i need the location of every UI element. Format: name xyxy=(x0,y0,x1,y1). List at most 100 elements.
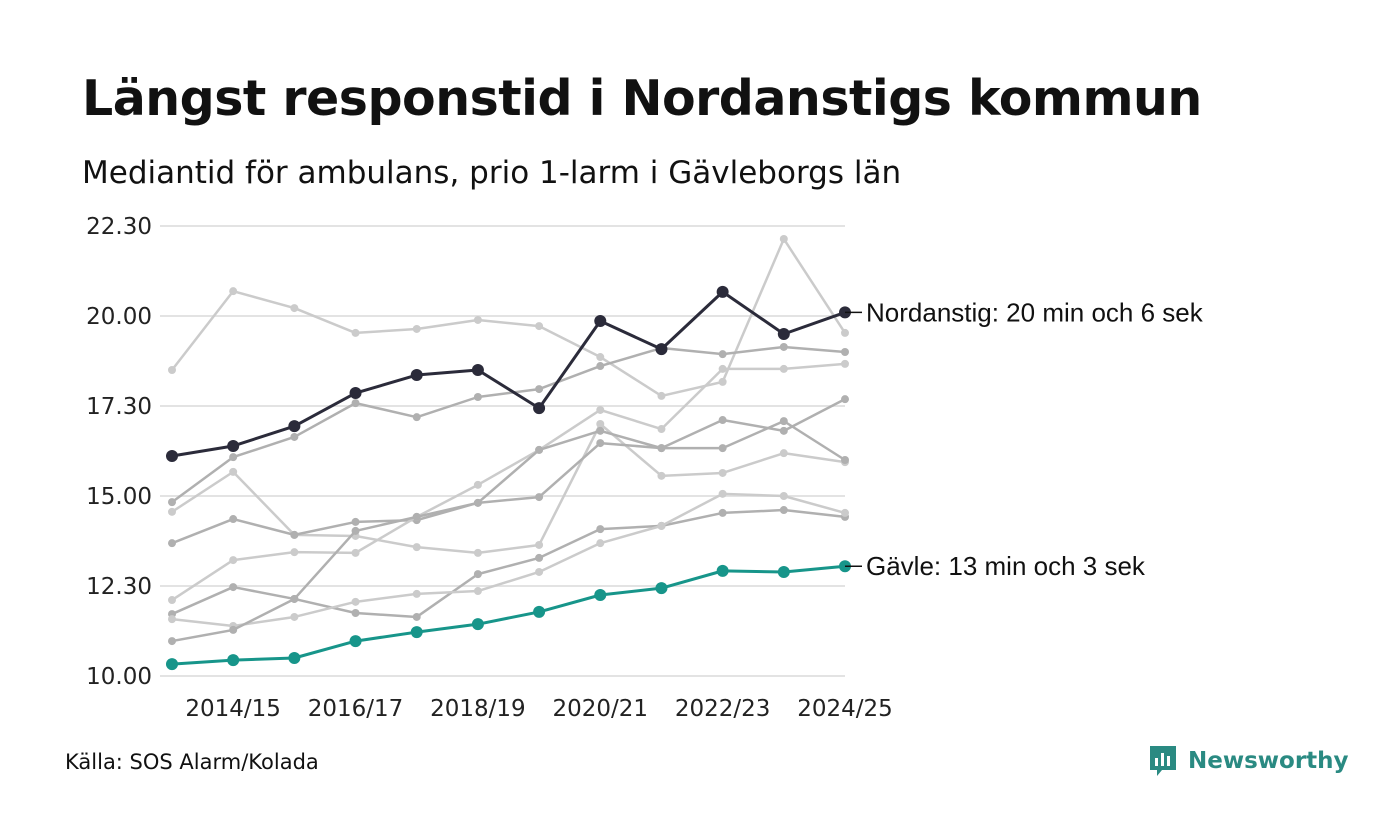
data-point xyxy=(841,328,849,337)
data-point xyxy=(596,426,605,435)
series-nordanstig xyxy=(166,285,851,463)
x-tick-label: 2018/19 xyxy=(430,696,526,722)
y-tick-label: 12.30 xyxy=(86,574,152,600)
data-point xyxy=(473,587,482,596)
y-axis-ticks: 10.00 12.30 15.00 17.30 20.00 22.30 xyxy=(86,214,152,690)
data-point xyxy=(841,456,849,464)
data-point xyxy=(351,517,360,526)
series-line xyxy=(171,398,846,643)
data-point xyxy=(657,471,666,480)
data-point xyxy=(288,652,301,664)
data-point xyxy=(227,654,240,667)
data-point xyxy=(718,364,727,373)
data-point xyxy=(596,539,605,548)
series-line xyxy=(171,492,846,628)
series-other xyxy=(168,342,849,507)
data-point xyxy=(718,444,727,453)
data-point xyxy=(657,521,666,530)
data-point xyxy=(594,589,607,601)
data-point xyxy=(351,526,360,535)
data-point xyxy=(657,425,666,434)
data-point xyxy=(535,445,544,454)
x-tick-label: 2020/21 xyxy=(552,696,648,722)
data-point xyxy=(229,556,238,565)
data-point xyxy=(168,498,176,507)
data-point xyxy=(473,570,482,579)
data-point xyxy=(412,512,421,521)
series-other xyxy=(168,359,849,605)
data-point xyxy=(596,362,605,371)
data-point xyxy=(777,328,790,340)
data-point xyxy=(351,548,360,557)
data-point xyxy=(718,350,727,359)
series-other xyxy=(168,395,849,646)
data-point xyxy=(290,594,299,603)
data-point xyxy=(718,416,727,425)
newsworthy-logo-icon xyxy=(1150,746,1176,776)
data-point xyxy=(535,540,544,549)
data-point xyxy=(535,553,544,562)
data-point xyxy=(166,450,178,463)
data-point xyxy=(779,364,788,373)
logo-text: Newsworthy xyxy=(1188,748,1349,774)
source-note: Källa: SOS Alarm/Kolada xyxy=(65,750,319,774)
series-gävle xyxy=(166,560,851,671)
data-point xyxy=(779,506,788,515)
data-point xyxy=(473,315,482,324)
x-tick-label: 2024/25 xyxy=(797,696,893,722)
chart-title: Längst responstid i Nordanstigs kommun xyxy=(82,70,1202,127)
data-point xyxy=(596,405,605,414)
data-point xyxy=(288,420,301,433)
series-line xyxy=(171,508,846,619)
data-point xyxy=(351,597,360,606)
data-point xyxy=(473,393,482,401)
data-point xyxy=(779,449,788,458)
data-point xyxy=(412,413,421,422)
data-point xyxy=(718,468,727,477)
data-point xyxy=(779,426,788,435)
chart-subtitle: Mediantid för ambulans, prio 1-larm i Gä… xyxy=(82,155,902,191)
x-tick-label: 2022/23 xyxy=(675,696,771,722)
data-point xyxy=(841,359,849,368)
data-point xyxy=(596,420,605,428)
data-point xyxy=(412,589,421,598)
data-point xyxy=(535,493,544,502)
series-lines xyxy=(166,234,851,671)
data-point xyxy=(657,444,666,453)
data-point xyxy=(168,539,176,548)
data-point xyxy=(473,548,482,557)
x-tick-label: 2014/15 xyxy=(185,696,281,722)
data-point xyxy=(290,432,299,441)
series-annotation: Gävle: 13 min och 3 sek xyxy=(866,551,1146,581)
y-tick-label: 15.00 xyxy=(86,484,152,510)
series-line xyxy=(171,237,847,398)
data-point xyxy=(166,658,178,671)
data-point xyxy=(594,315,607,328)
gridlines xyxy=(160,225,845,677)
newsworthy-logo[interactable]: Newsworthy xyxy=(1148,744,1349,778)
data-point xyxy=(290,304,299,313)
data-point xyxy=(655,343,668,356)
series-other xyxy=(168,420,849,557)
series-line xyxy=(171,419,846,545)
data-point xyxy=(349,387,362,400)
y-tick-label: 10.00 xyxy=(86,664,152,690)
series-other xyxy=(168,234,849,400)
data-point xyxy=(779,234,788,243)
series-annotation: Nordanstig: 20 min och 6 sek xyxy=(866,297,1204,327)
series-line xyxy=(171,345,846,504)
data-point xyxy=(351,609,360,617)
data-point xyxy=(716,285,729,298)
data-point xyxy=(229,453,238,462)
data-point xyxy=(168,507,176,516)
data-point xyxy=(471,364,484,376)
data-point xyxy=(412,324,421,333)
data-point xyxy=(168,366,176,374)
data-point xyxy=(779,342,788,351)
data-point xyxy=(168,637,176,646)
data-point xyxy=(596,439,605,448)
data-point xyxy=(535,567,544,576)
data-point xyxy=(168,596,176,605)
data-point xyxy=(473,498,482,507)
